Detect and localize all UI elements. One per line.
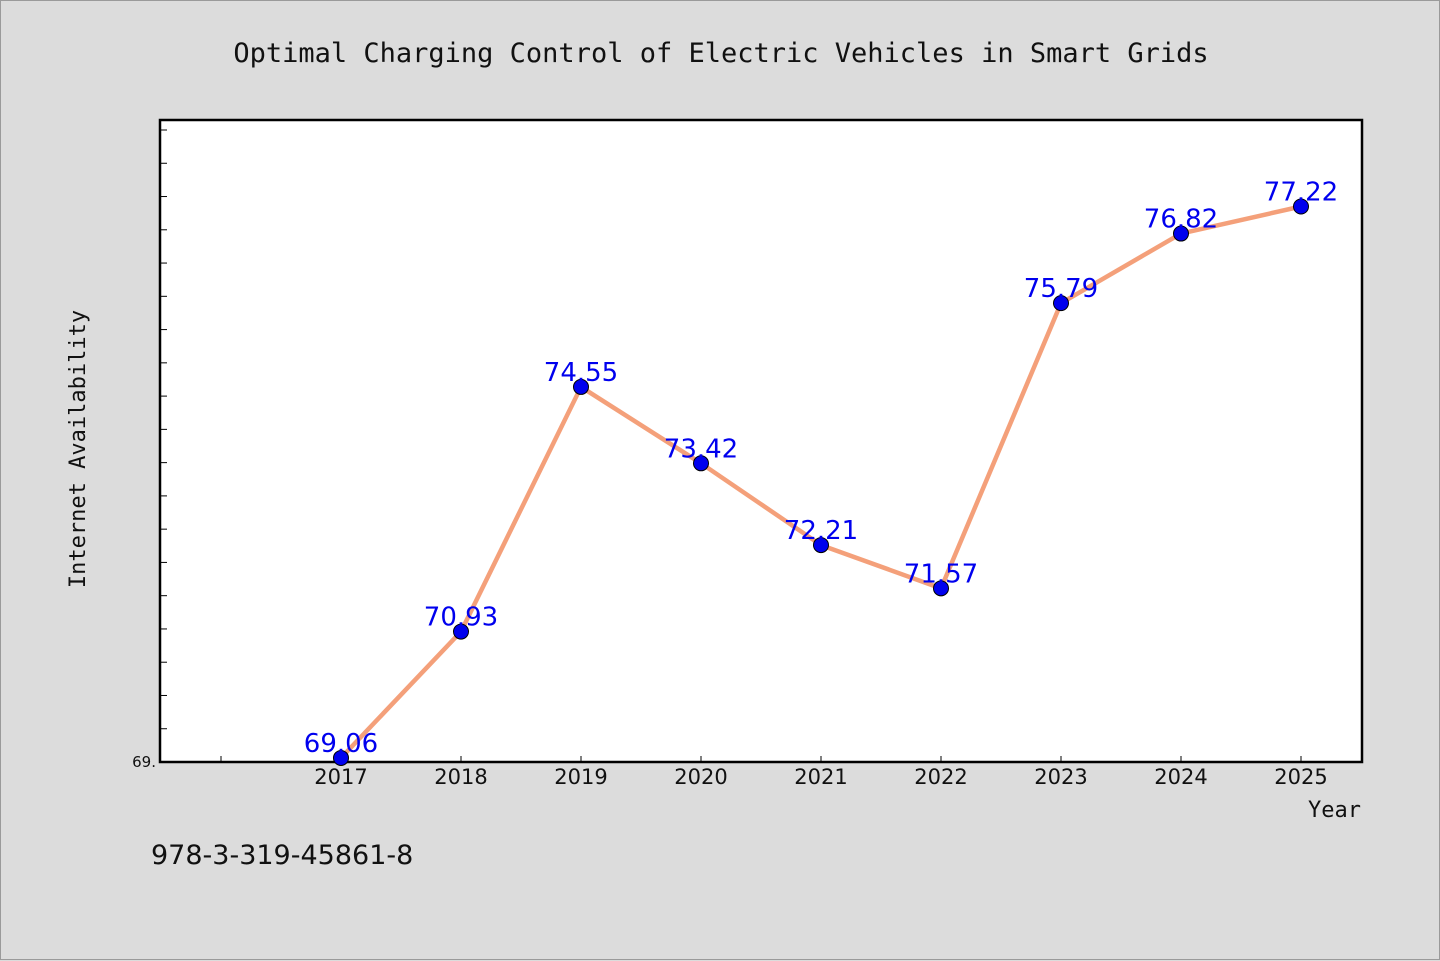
y-tick-label: 69. <box>132 753 156 771</box>
series-layer: 69.06 70.93 74.55 73.42 72.21 71.57 75.79 76.82… <box>304 178 1338 766</box>
data-point <box>693 455 709 472</box>
data-point <box>573 378 589 395</box>
data-label: 70.93 <box>424 603 498 633</box>
x-tick-label: 2025 <box>1274 765 1327 789</box>
y-axis-label: Internet Availability <box>66 310 91 588</box>
data-point <box>813 537 829 554</box>
plot-area <box>158 118 1364 764</box>
footnote-isbn: 978-3-319-45861-8 <box>151 840 413 871</box>
data-point <box>1293 198 1309 215</box>
data-point <box>333 749 349 766</box>
data-label: 74.55 <box>544 358 618 388</box>
data-label: 75.79 <box>1024 274 1098 304</box>
data-label: 73.42 <box>664 434 738 464</box>
data-point <box>933 580 949 597</box>
y-axis-ticks <box>160 129 167 763</box>
chart-title: Optimal Charging Control of Electric Veh… <box>233 38 1208 69</box>
x-tick-label: 2024 <box>1154 765 1207 789</box>
x-tick-label: 2019 <box>554 765 607 789</box>
data-label: 72.21 <box>784 516 858 546</box>
x-tick-label: 2017 <box>314 765 367 789</box>
data-label: 77.22 <box>1264 178 1338 208</box>
data-point <box>453 623 469 640</box>
x-tick-label: 2021 <box>794 765 847 789</box>
data-label: 71.57 <box>904 559 978 589</box>
data-point <box>1173 225 1189 242</box>
data-point <box>1053 295 1069 312</box>
data-label: 69.06 <box>304 729 378 759</box>
x-tick-label: 2020 <box>674 765 727 789</box>
x-axis-label: Year <box>1308 798 1361 823</box>
x-tick-label: 2018 <box>434 765 487 789</box>
x-tick-label: 2022 <box>914 765 967 789</box>
data-label: 76.82 <box>1144 205 1218 235</box>
x-tick-label: 2023 <box>1034 765 1087 789</box>
x-axis-ticks: 2017 2018 2019 2020 2021 2022 2023 2024 2025 <box>220 756 1328 789</box>
